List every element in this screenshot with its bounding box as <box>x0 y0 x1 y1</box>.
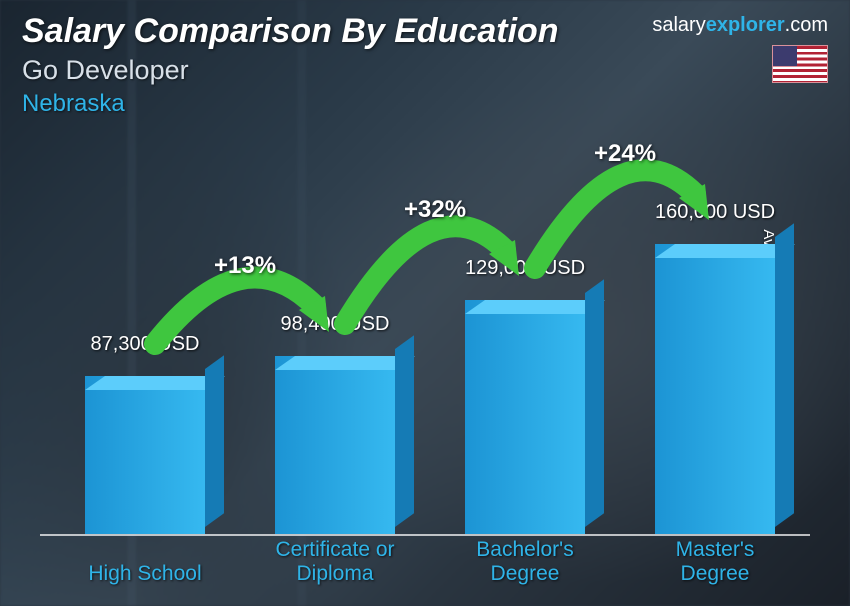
bar <box>275 356 395 534</box>
chart-title: Salary Comparison By Education <box>22 12 559 51</box>
bar-category-label: Master'sDegree <box>630 538 800 586</box>
brand-suffix: .com <box>785 14 828 36</box>
bar-front-face <box>275 356 395 534</box>
bar-front-face <box>465 300 585 534</box>
bar-side-face <box>585 279 604 527</box>
bar <box>655 244 775 534</box>
bar-side-face <box>205 355 224 527</box>
infographic-container: Salary Comparison By Education Go Develo… <box>0 0 850 606</box>
bar <box>85 376 205 534</box>
bar-value-label: 160,000 USD <box>655 201 775 224</box>
brand-prefix: salary <box>652 14 705 36</box>
bar-top-face <box>85 376 225 390</box>
bar-value-label: 87,300 USD <box>91 333 200 356</box>
brand-block: salaryexplorer.com <box>652 14 828 83</box>
increase-pct-label: +24% <box>594 140 656 168</box>
bar-value-label: 98,400 USD <box>281 313 390 336</box>
bar-value-label: 129,000 USD <box>465 257 585 280</box>
bar-category-label: Bachelor'sDegree <box>440 538 610 586</box>
bar-chart: High School 87,300 USD Certificate orDiplo… <box>40 148 810 588</box>
bar-top-face <box>275 356 415 370</box>
bar-front-face <box>655 244 775 534</box>
bar-top-face <box>465 300 605 314</box>
bar-category-label: High School <box>60 562 230 586</box>
chart-subtitle: Go Developer <box>22 55 559 86</box>
brand-accent: explorer <box>706 14 785 36</box>
bar-top-face <box>655 244 795 258</box>
increase-pct-label: +32% <box>404 196 466 224</box>
bar <box>465 300 585 534</box>
chart-region: Nebraska <box>22 90 559 118</box>
bar-front-face <box>85 376 205 534</box>
chart-baseline <box>40 534 810 536</box>
brand-text: salaryexplorer.com <box>652 14 828 37</box>
flag-icon <box>772 45 828 83</box>
bar-side-face <box>395 335 414 527</box>
increase-pct-label: +13% <box>214 252 276 280</box>
bar-category-label: Certificate orDiploma <box>250 538 420 586</box>
header: Salary Comparison By Education Go Develo… <box>22 12 559 118</box>
bar-side-face <box>775 223 794 527</box>
